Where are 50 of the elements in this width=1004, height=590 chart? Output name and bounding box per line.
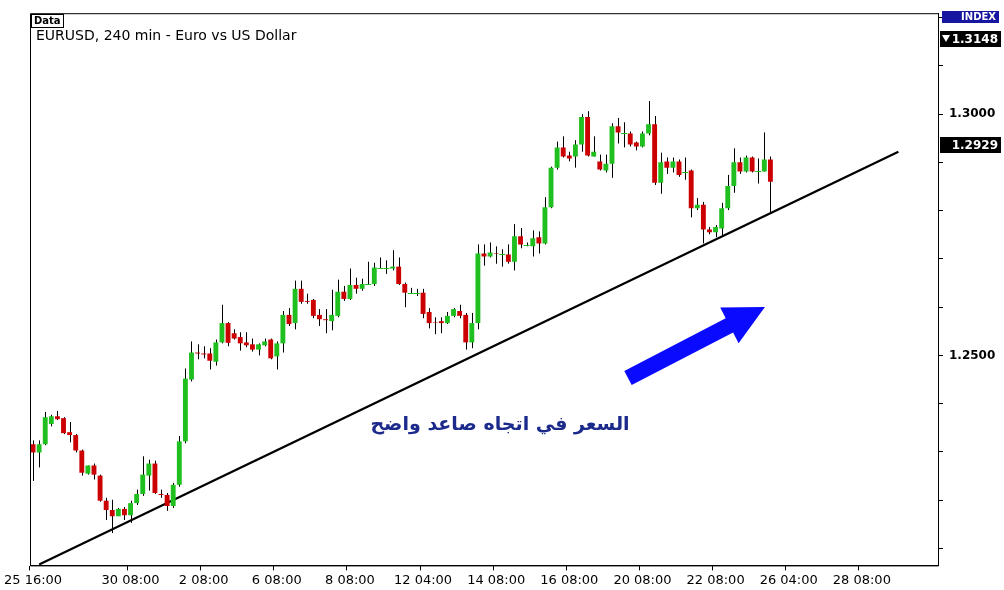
candlestick (36, 439, 42, 468)
y-tick-label: 1.3000 (949, 106, 996, 121)
candlestick (73, 433, 79, 453)
candlestick (731, 147, 737, 194)
candlestick (364, 261, 372, 286)
candlestick (572, 139, 578, 169)
x-tick-label: 26 04:00 (759, 571, 818, 587)
x-tick-label: 8 08:00 (325, 571, 375, 587)
candlestick (646, 100, 651, 136)
text: 1.3148 (940, 31, 1001, 47)
x-tick-label: 2 08:00 (178, 571, 229, 587)
candlestick (396, 256, 402, 286)
candlestick (103, 497, 109, 521)
candlestick (536, 230, 542, 255)
candlestick (767, 156, 773, 213)
candlestick (79, 449, 85, 477)
candlestick (469, 312, 475, 349)
y-tick-label: 1.2500 (949, 347, 996, 362)
candlestick (518, 227, 523, 249)
annotation: السعر في اتجاه صاعد واضح (369, 412, 631, 434)
candlestick (268, 338, 274, 360)
x-tick-label: 20 08:00 (613, 571, 672, 587)
candlestick (505, 243, 511, 265)
candlestick (554, 141, 560, 171)
candlestick (658, 152, 664, 195)
candlestick (128, 500, 133, 524)
x-tick-label: 6 08:00 (251, 571, 302, 587)
candlestick (170, 482, 176, 509)
text: 1.2929 (940, 137, 1001, 153)
candlestick (725, 174, 731, 211)
candlestick (620, 121, 628, 148)
candlestick (213, 339, 219, 367)
x-tick-label: 22 08:00 (686, 571, 745, 587)
text: INDEX (942, 11, 999, 24)
candlestick (498, 248, 506, 268)
x-tick-label: 14 08:00 (467, 571, 526, 587)
candlestick (274, 340, 280, 370)
candlestick (402, 282, 408, 308)
x-tick-label: 12 04:00 (393, 571, 453, 587)
candlestick (347, 268, 353, 301)
x-tick-label: 28 08:00 (832, 571, 891, 587)
annotation: Data (31, 14, 64, 29)
candlestick (591, 135, 597, 158)
candlestick (615, 117, 621, 145)
x-tick-label: 16 08:00 (540, 571, 599, 587)
candlestick (109, 499, 115, 534)
candlestick (323, 308, 328, 334)
text: EURUSD, 240 min - Euro vs US Dollar (36, 27, 297, 44)
x-tick-label: 25 16:00 (3, 571, 63, 587)
x-tick-label: 30 08:00 (101, 571, 160, 587)
